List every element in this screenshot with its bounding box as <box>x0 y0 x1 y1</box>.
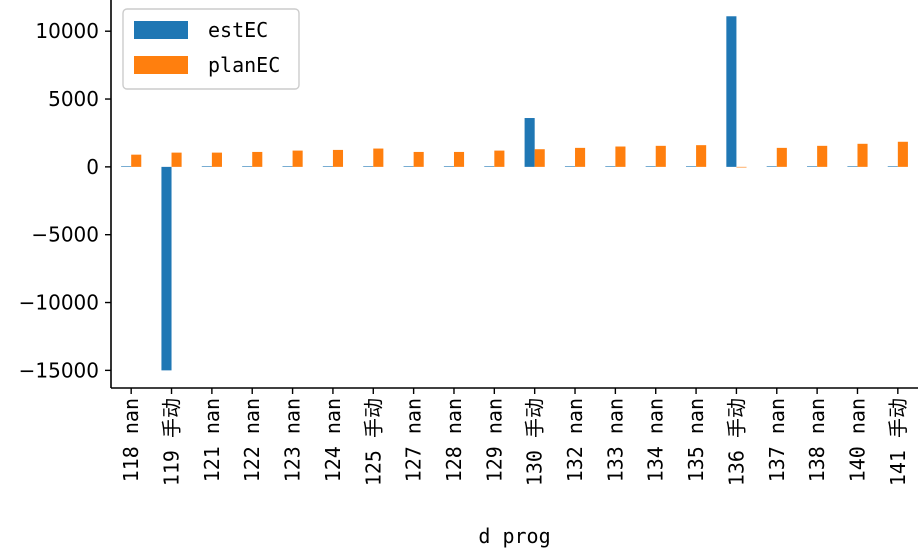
bar-planEC-16 <box>776 147 787 167</box>
y-tick-label: 10000 <box>35 19 99 43</box>
bar-planEC-8 <box>453 151 465 167</box>
bar-estEC-18 <box>847 166 858 167</box>
x-axis: 118 nan 119 手动 121 nan 122 nan 123 nan 124 na… <box>111 387 918 486</box>
bar-planEC-2 <box>211 152 222 167</box>
x-tick-label: 137 nan <box>765 398 789 482</box>
bar-planEC-14 <box>696 145 707 167</box>
x-tick-label: 130 手动 <box>523 398 547 486</box>
legend-swatch-planEC <box>134 56 188 74</box>
bar-estEC-4 <box>282 166 293 167</box>
bar-planEC-19 <box>897 141 908 167</box>
bar-planEC-7 <box>413 151 424 167</box>
y-tick-label: −15000 <box>19 358 99 382</box>
bar-planEC-11 <box>575 147 586 167</box>
bar-planEC-6 <box>373 148 384 167</box>
x-tick-label: 127 nan <box>402 398 426 482</box>
bar-planEC-3 <box>252 151 263 167</box>
legend: estEC planEC <box>122 8 300 90</box>
x-tick-label: 123 nan <box>281 398 305 482</box>
bar-estEC-9 <box>484 166 495 167</box>
bar-estEC-16 <box>766 166 777 167</box>
bar-planEC-17 <box>817 145 828 167</box>
x-tick-label: 122 nan <box>240 398 264 482</box>
x-tick-label: 140 nan <box>845 398 869 482</box>
x-tick-label: 124 nan <box>321 398 345 482</box>
legend-swatch-estEC <box>134 21 188 39</box>
bar-planEC-5 <box>332 149 344 167</box>
x-tick-label: 136 手动 <box>724 398 748 486</box>
x-tick-label: 132 nan <box>563 398 587 482</box>
bar-estEC-13 <box>645 166 656 167</box>
x-tick-label: 138 nan <box>805 398 829 482</box>
bar-planEC-0 <box>131 154 142 167</box>
x-tick-label: 141 手动 <box>886 398 910 486</box>
x-tick-label: 118 nan <box>119 398 143 482</box>
bar-estEC-6 <box>363 166 374 167</box>
x-tick-label: 125 手动 <box>361 398 385 486</box>
bar-planEC-13 <box>655 145 666 167</box>
x-tick-label: 119 手动 <box>160 398 184 486</box>
x-tick-label: 134 nan <box>644 398 668 482</box>
y-tick-label: 0 <box>86 155 99 179</box>
bar-planEC-15 <box>736 166 747 168</box>
bar-estEC-19 <box>887 166 898 167</box>
bar-estEC-0 <box>121 166 132 167</box>
bar-estEC-10 <box>524 118 535 167</box>
bar-estEC-15 <box>726 16 737 167</box>
bar-estEC-7 <box>403 166 414 167</box>
bar-estEC-17 <box>807 166 818 167</box>
bar-planEC-12 <box>615 146 626 167</box>
x-tick-label: 135 nan <box>684 398 708 482</box>
bar-planEC-10 <box>534 149 545 167</box>
bar-planEC-1 <box>171 152 182 167</box>
y-tick-label: 5000 <box>48 87 99 111</box>
legend-label-planEC: planEC <box>208 53 280 77</box>
x-tick-label: 121 nan <box>200 398 224 482</box>
bar-estEC-8 <box>443 166 454 167</box>
bar-estEC-1 <box>161 166 172 371</box>
bar-planEC-4 <box>292 150 303 167</box>
legend-label-estEC: estEC <box>208 18 268 42</box>
bar-planEC-18 <box>857 143 868 167</box>
bar-planEC-9 <box>494 150 505 167</box>
bars-group <box>121 16 908 371</box>
bar-estEC-2 <box>201 166 212 167</box>
y-tick-label: −10000 <box>19 291 99 315</box>
x-tick-label: 129 nan <box>482 398 506 482</box>
bar-estEC-3 <box>242 166 253 167</box>
y-tick-label: −5000 <box>31 223 99 247</box>
bar-estEC-5 <box>322 166 333 167</box>
x-tick-label: 133 nan <box>603 398 627 482</box>
x-tick-label: 128 nan <box>442 398 466 482</box>
bar-estEC-11 <box>564 166 576 167</box>
bar-estEC-12 <box>605 166 616 167</box>
y-axis: 10000 5000 0 −5000 −10000 −15000 <box>19 0 112 388</box>
bar-estEC-14 <box>685 166 697 167</box>
x-axis-label: d prog <box>478 524 550 548</box>
